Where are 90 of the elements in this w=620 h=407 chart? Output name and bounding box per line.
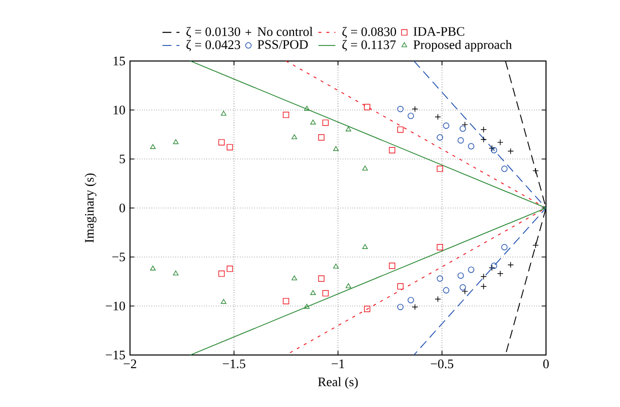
y-tick-label: −5 xyxy=(112,252,125,262)
point xyxy=(304,106,310,111)
point xyxy=(388,147,396,154)
point xyxy=(333,146,339,151)
point xyxy=(436,275,444,282)
point xyxy=(434,296,441,302)
point xyxy=(408,296,414,304)
point xyxy=(397,126,404,133)
point xyxy=(388,262,396,269)
point xyxy=(501,244,508,250)
point xyxy=(532,168,539,174)
point xyxy=(346,126,352,132)
y-axis-title: Imaginary (s) xyxy=(84,173,96,243)
point xyxy=(322,290,329,296)
y-tick-label: 10 xyxy=(114,106,125,114)
point xyxy=(218,139,225,146)
x-tick-label: −0.5 xyxy=(430,360,454,368)
point xyxy=(408,112,414,120)
point xyxy=(282,298,290,304)
point xyxy=(220,110,226,116)
point xyxy=(364,104,370,110)
point xyxy=(397,283,404,290)
legend-label: ζ = 0.1137 xyxy=(342,40,396,52)
point xyxy=(318,275,324,282)
point xyxy=(497,270,504,277)
x-tick-label: −1.5 xyxy=(222,360,246,368)
point xyxy=(150,144,156,149)
point xyxy=(462,122,468,128)
point xyxy=(508,262,514,268)
point xyxy=(310,120,316,124)
x-tick-label: −1 xyxy=(332,360,344,368)
point xyxy=(364,306,370,312)
point xyxy=(480,283,487,290)
point xyxy=(436,244,444,250)
x-tick-label: −2 xyxy=(124,360,136,368)
point xyxy=(480,273,487,280)
point xyxy=(226,144,233,150)
legend-label: ζ = 0.0130 xyxy=(186,26,240,38)
point xyxy=(501,166,508,172)
point xyxy=(436,134,444,141)
point xyxy=(226,266,233,272)
point xyxy=(362,166,368,171)
x-axis-title: Real (s) xyxy=(318,377,358,389)
point xyxy=(397,106,404,112)
point xyxy=(346,283,352,288)
point xyxy=(322,120,329,126)
point xyxy=(443,122,450,129)
y-tick-label: −15 xyxy=(106,350,125,360)
point xyxy=(480,136,487,143)
point xyxy=(362,244,368,249)
y-tick-label: 5 xyxy=(120,154,125,164)
point xyxy=(458,272,464,279)
point xyxy=(436,166,444,172)
legend-label: PSS/POD xyxy=(258,40,308,49)
point xyxy=(310,290,316,295)
point xyxy=(458,137,464,144)
x-tick-label: 0 xyxy=(543,360,549,368)
legend-label: No control xyxy=(258,26,313,36)
point xyxy=(304,304,310,309)
legend-label: ζ = 0.0423 xyxy=(186,40,240,52)
point xyxy=(480,126,487,133)
point xyxy=(292,275,298,280)
point xyxy=(412,304,418,310)
point xyxy=(218,270,225,277)
point xyxy=(333,264,339,269)
y-tick-label: 15 xyxy=(114,56,125,66)
point xyxy=(468,266,474,273)
point xyxy=(292,134,298,140)
legend-label: ζ = 0.0830 xyxy=(342,26,396,38)
point xyxy=(508,148,514,154)
y-tick-label: −10 xyxy=(106,302,125,310)
point xyxy=(468,143,474,150)
legend-label: IDA-PBC xyxy=(414,27,464,36)
point xyxy=(460,284,466,291)
point xyxy=(173,270,179,276)
point xyxy=(220,298,226,304)
legend-label: Proposed approach xyxy=(413,40,512,52)
point xyxy=(397,304,404,310)
point xyxy=(150,266,156,270)
point xyxy=(282,112,290,118)
point xyxy=(318,134,324,141)
point xyxy=(460,125,466,132)
point xyxy=(462,288,468,294)
point xyxy=(497,139,504,146)
y-tick-label: 0 xyxy=(120,204,125,212)
point xyxy=(532,242,539,248)
point xyxy=(412,106,418,112)
point xyxy=(443,287,450,294)
point xyxy=(173,139,179,144)
point xyxy=(434,114,441,120)
